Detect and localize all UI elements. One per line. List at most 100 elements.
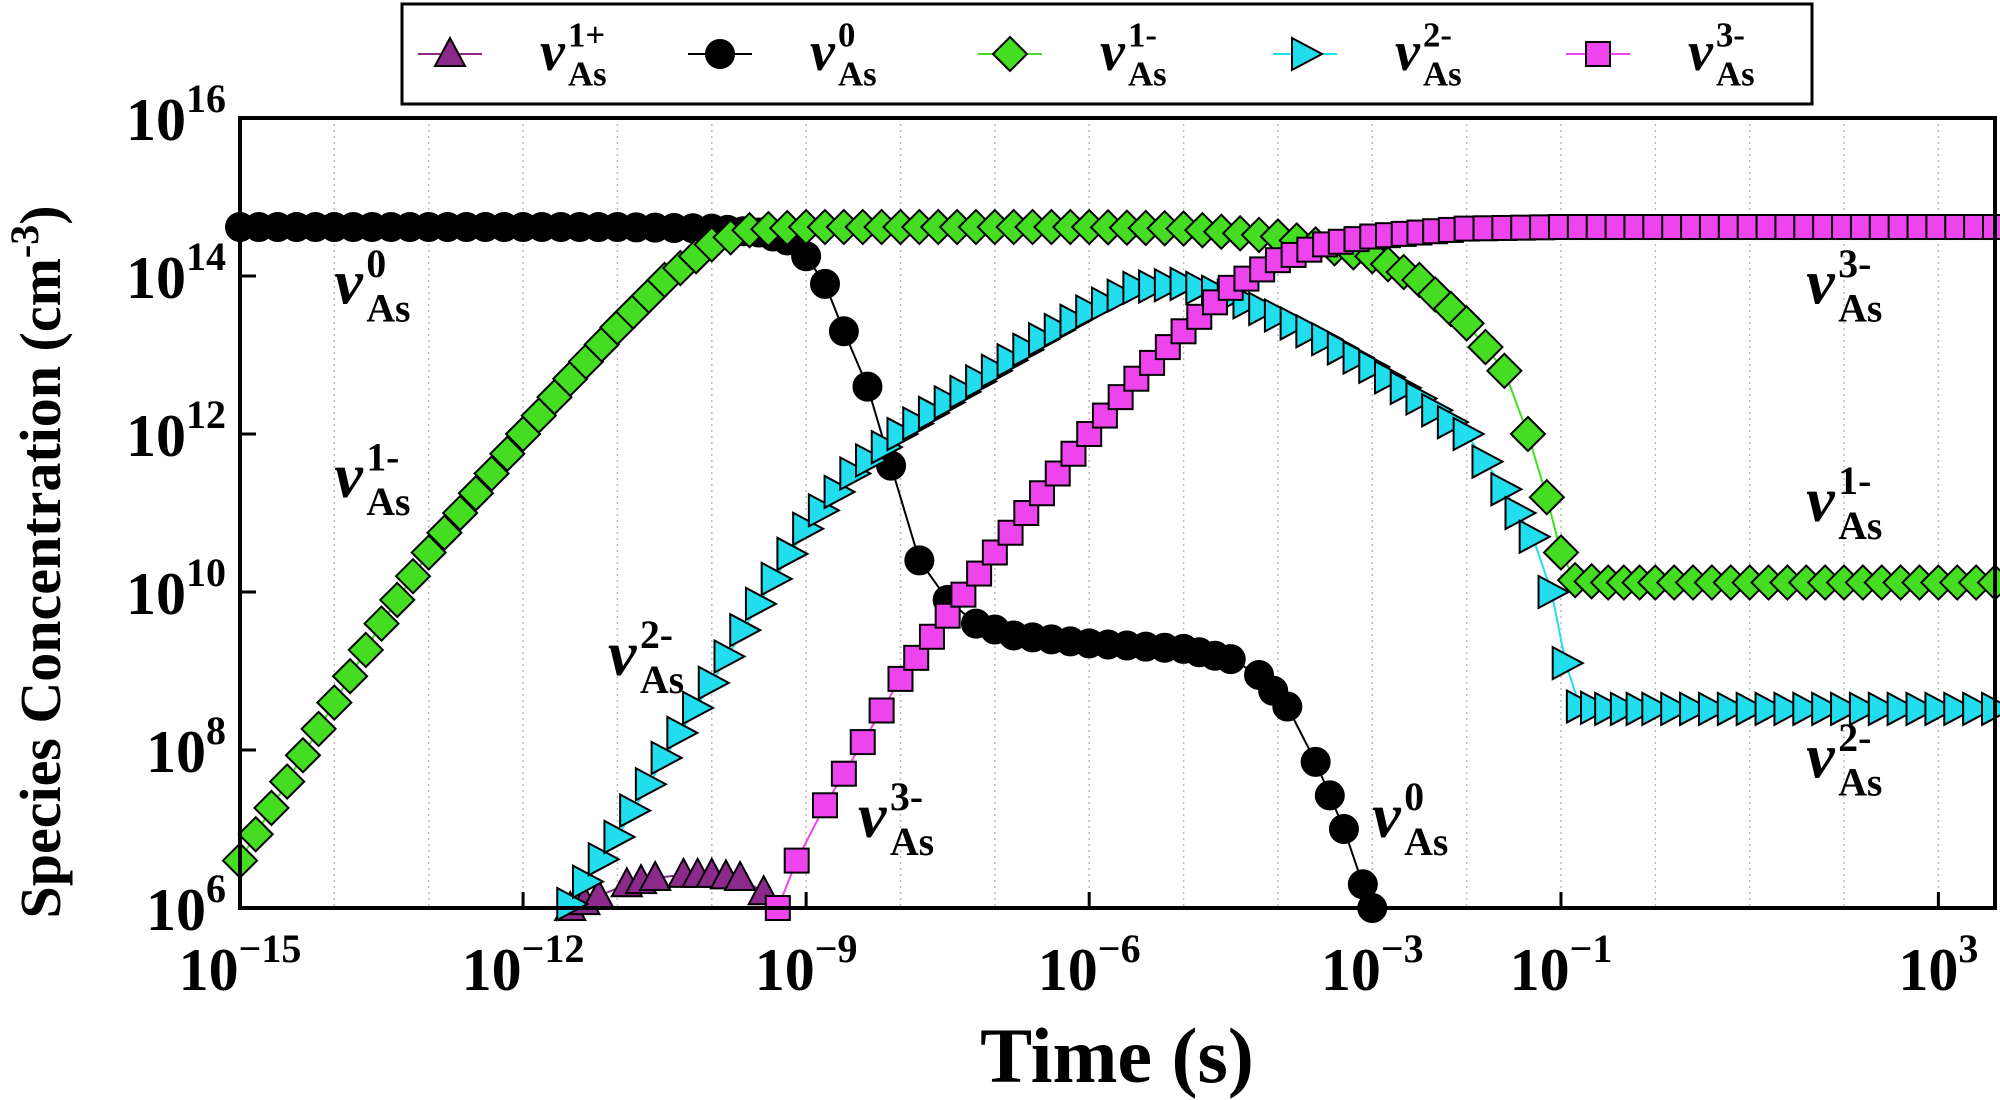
x-tick-label: 10−3 xyxy=(1321,926,1424,1003)
data-point xyxy=(237,815,275,853)
superscript: 1- xyxy=(1128,15,1157,54)
legend-item: v 1-As xyxy=(978,15,1167,94)
curve-label: v 1-As xyxy=(1806,459,1882,548)
data-point xyxy=(723,859,757,891)
data-point xyxy=(410,534,448,571)
symbol: v xyxy=(540,21,566,83)
data-point xyxy=(619,792,653,829)
curve-label: v 3-As xyxy=(1806,242,1882,331)
legend-label: v 0As xyxy=(810,15,877,93)
superscript: 1+ xyxy=(568,15,605,54)
superscript: 2- xyxy=(1423,15,1452,54)
data-point xyxy=(1215,644,1246,675)
symbol: v xyxy=(1806,464,1835,535)
data-point xyxy=(603,819,637,855)
data-point xyxy=(812,792,838,819)
x-tick-label: 10−12 xyxy=(462,926,585,1003)
superscript: 3- xyxy=(1838,242,1871,286)
y-tick-label: 1012 xyxy=(126,392,226,469)
subscript: As xyxy=(366,287,410,331)
legend-label: v 3-As xyxy=(1688,15,1755,93)
superscript: 3- xyxy=(890,775,923,819)
data-point xyxy=(1300,746,1331,777)
y-tick-label: 106 xyxy=(146,866,226,943)
data-point xyxy=(810,268,840,299)
curve-label: v 1-As xyxy=(334,435,410,524)
curve-label: v 3-As xyxy=(858,775,934,864)
data-point xyxy=(473,455,511,492)
data-point xyxy=(729,612,763,648)
data-point xyxy=(1867,691,1901,727)
data-point xyxy=(1485,352,1523,390)
data-point xyxy=(1943,691,1977,727)
subscript: As xyxy=(890,820,934,864)
data-point xyxy=(918,623,945,650)
y-axis-label-main: Species Concentration (cm xyxy=(8,258,73,918)
series-4-markers xyxy=(764,214,2000,921)
legend-marker xyxy=(1585,41,1611,67)
data-point xyxy=(315,684,353,722)
curve-label: v 0As xyxy=(1372,775,1448,864)
plot-frame xyxy=(238,116,1997,910)
symbol: v xyxy=(810,21,836,83)
superscript: 1- xyxy=(1838,459,1871,503)
data-point xyxy=(830,760,857,787)
symbol: v xyxy=(608,618,637,689)
data-point xyxy=(887,665,914,692)
data-point xyxy=(849,729,876,756)
x-tick-label: 10−15 xyxy=(179,926,302,1003)
data-point xyxy=(638,859,672,891)
y-axis-label: Species Concentration (cm-3) xyxy=(2,205,73,918)
data-point xyxy=(268,763,306,801)
data-point xyxy=(1091,402,1118,429)
data-point xyxy=(300,710,338,748)
data-point xyxy=(950,581,977,608)
data-point xyxy=(1328,814,1359,844)
symbol: v xyxy=(1100,21,1126,83)
subscript: As xyxy=(1716,55,1755,94)
data-point xyxy=(1509,415,1547,453)
subscript: As xyxy=(1838,287,1882,331)
symbol: v xyxy=(1372,780,1401,851)
subscript: As xyxy=(640,658,684,702)
legend-item: v 3-As xyxy=(1566,15,1755,94)
data-point xyxy=(1452,416,1486,452)
x-axis-label: Time (s) xyxy=(980,1012,1254,1099)
data-point xyxy=(1448,304,1486,342)
y-tick-label: 1014 xyxy=(126,234,226,311)
y-axis-label-close: ) xyxy=(8,205,73,224)
symbol: v xyxy=(858,780,887,851)
subscript: As xyxy=(838,55,877,94)
superscript: 1- xyxy=(366,435,399,479)
data-point xyxy=(1551,645,1585,681)
symbol: v xyxy=(1806,721,1835,792)
legend-marker xyxy=(1291,36,1325,72)
data-point xyxy=(934,602,961,629)
symbol: v xyxy=(1806,247,1835,318)
superscript: 2- xyxy=(1838,716,1871,760)
data-point xyxy=(868,697,895,724)
data-point xyxy=(1735,691,1769,727)
data-point xyxy=(394,557,432,595)
data-point xyxy=(1697,691,1732,727)
data-point xyxy=(1528,478,1566,516)
data-point xyxy=(1754,691,1788,727)
symbol: v xyxy=(1395,21,1421,83)
legend-marker xyxy=(991,35,1029,73)
x-tick-label: 10−6 xyxy=(1038,926,1141,1003)
data-point xyxy=(1886,691,1920,727)
symbol: v xyxy=(334,440,363,511)
data-point xyxy=(488,435,526,473)
x-tick-label: 103 xyxy=(1898,926,1978,1003)
legend-item: v 0As xyxy=(688,15,877,94)
series-markers xyxy=(221,208,2000,923)
data-point xyxy=(331,657,369,695)
y-tick-label: 1016 xyxy=(126,76,226,153)
symbol: v xyxy=(334,247,363,318)
superscript: 0 xyxy=(366,242,386,286)
legend-item: v 2-As xyxy=(1273,15,1462,94)
superscript: 0 xyxy=(838,15,855,54)
data-point xyxy=(1537,574,1571,610)
y-tick-label: 108 xyxy=(146,708,226,785)
